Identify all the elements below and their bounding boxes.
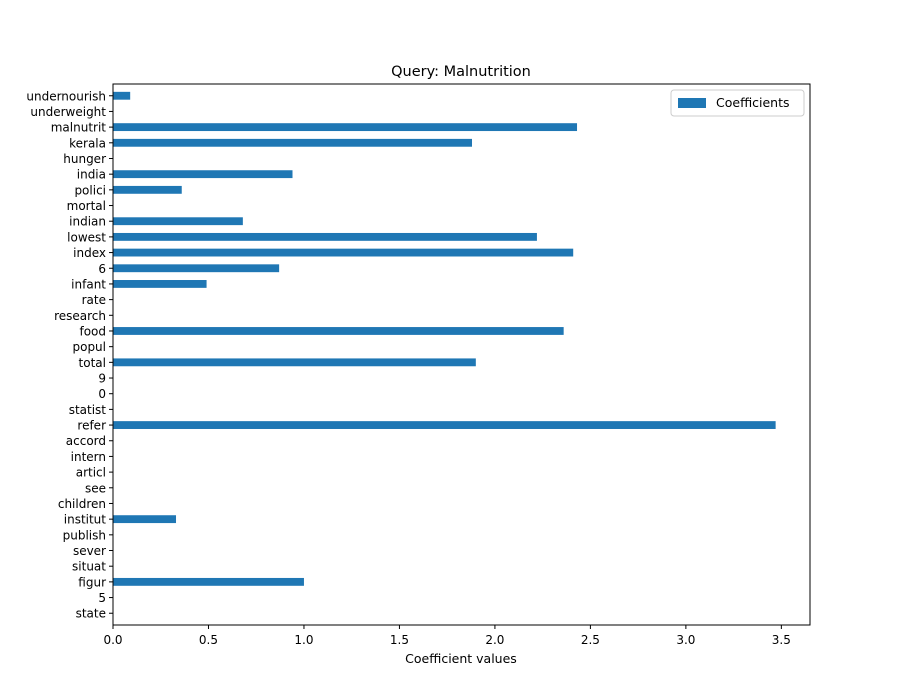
y-tick-label: india (77, 168, 106, 182)
y-tick-label: 5 (98, 591, 106, 605)
y-tick-label: polici (74, 183, 106, 197)
chart-title: Query: Malnutrition (391, 64, 531, 80)
bar-refer (113, 421, 776, 429)
bars-layer (113, 91, 776, 586)
y-tick-label: research (54, 309, 106, 323)
bar-figur (113, 577, 304, 586)
y-tick-label: food (79, 324, 106, 338)
y-tick-label: popul (72, 340, 106, 354)
x-tick-label: 1.0 (294, 633, 313, 647)
y-tick-label: institut (64, 513, 107, 527)
y-tick-label: refer (77, 419, 106, 433)
y-tick-label: index (73, 246, 106, 260)
bar-institut (113, 515, 177, 524)
x-tick-label: 3.0 (676, 633, 695, 647)
y-tick-label: 0 (98, 387, 106, 401)
y-tick-label: 9 (98, 372, 106, 386)
bar-polici (113, 185, 182, 194)
bar-total (113, 358, 476, 367)
y-tick-label: mortal (67, 199, 106, 213)
y-tick-label: children (58, 497, 106, 511)
y-tick-label: indian (69, 215, 106, 229)
x-axis-title: Coefficient values (405, 651, 517, 666)
bar-malnutrit (113, 123, 578, 132)
y-tick-label: rate (82, 293, 106, 307)
y-tick-label: sever (73, 544, 106, 558)
y-tick-label: state (76, 607, 106, 621)
x-tick-label: 1.5 (390, 633, 409, 647)
bar-index (113, 248, 574, 257)
bar-6 (113, 264, 280, 273)
y-tick-label: 6 (98, 262, 106, 276)
x-axis: 0.0 0.5 1.0 1.5 2.0 2.5 3.0 3.5 (103, 625, 791, 647)
y-tick-label: publish (63, 528, 106, 542)
x-tick-label: 2.5 (581, 633, 600, 647)
bar-lowest (113, 232, 537, 241)
y-tick-label: hunger (63, 152, 106, 166)
y-tick-label: intern (71, 450, 106, 464)
y-tick-label: see (85, 481, 106, 495)
y-tick-label: statist (69, 403, 107, 417)
x-tick-label: 0.0 (103, 633, 122, 647)
x-tick-label: 3.5 (772, 633, 791, 647)
bar-kerala (113, 138, 473, 147)
y-tick-label: kerala (69, 136, 106, 150)
y-tick-label: underweight (30, 105, 106, 119)
legend-label: Coefficients (716, 95, 790, 110)
y-tick-label: accord (66, 434, 106, 448)
y-tick-label: total (79, 356, 106, 370)
y-tick-label: lowest (67, 230, 106, 244)
y-tick-label: articl (76, 466, 106, 480)
bar-food (113, 327, 564, 335)
bar-india (113, 170, 293, 179)
x-tick-label: 2.0 (485, 633, 504, 647)
y-tick-label: undernourish (26, 89, 106, 103)
bar-infant (113, 280, 207, 288)
legend-swatch (678, 98, 706, 108)
plot-frame (112, 83, 811, 626)
bar-undernourish (113, 91, 131, 100)
bar-indian (113, 217, 243, 226)
y-tick-label: infant (71, 277, 106, 291)
y-tick-label: malnutrit (51, 121, 107, 135)
legend-box (670, 89, 805, 117)
y-tick-label: figur (78, 575, 106, 589)
x-tick-label: 0.5 (199, 633, 218, 647)
y-tick-label: situat (72, 560, 106, 574)
legend: Coefficients (670, 89, 805, 117)
